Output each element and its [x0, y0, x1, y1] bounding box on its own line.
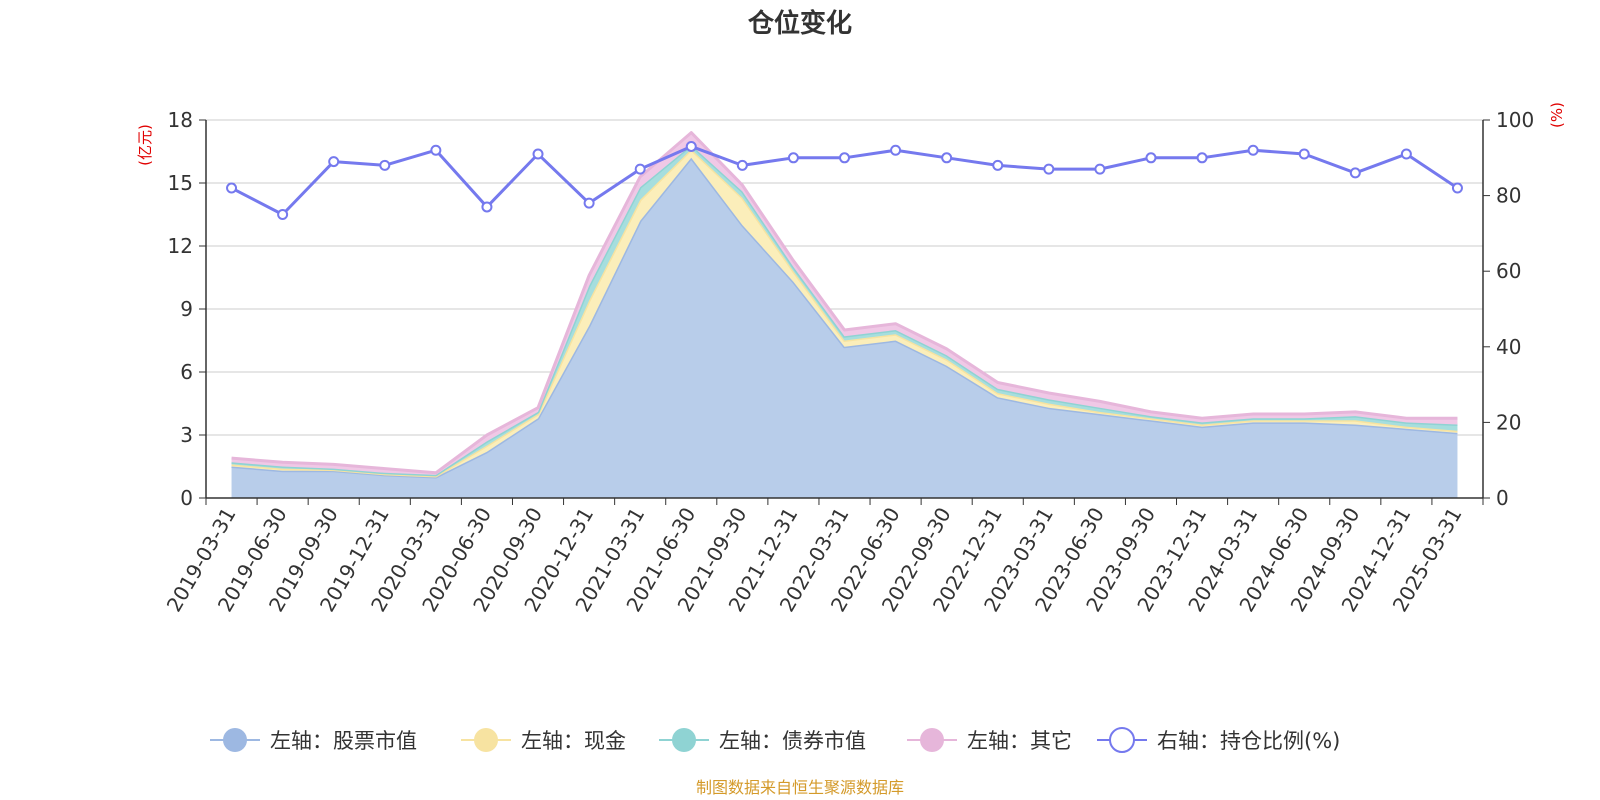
legend-label-1: 左轴：股票市值	[270, 729, 417, 753]
legend-label-3: 左轴：债券市值	[719, 729, 866, 753]
ratio-point	[226, 182, 238, 194]
ratio-point	[583, 197, 595, 209]
ratio-point	[685, 140, 697, 152]
ratio-point	[1247, 144, 1259, 156]
ratio-point	[328, 156, 340, 168]
legend-label-5: 右轴：持仓比例(%)	[1157, 729, 1340, 753]
left-tick-label: 0	[180, 486, 193, 510]
ratio-point	[634, 163, 646, 175]
ratio-point	[379, 159, 391, 171]
ratio-point	[1196, 152, 1208, 164]
ratio-point	[1400, 148, 1412, 160]
ratio-point	[1145, 152, 1157, 164]
left-axis-ticks: 0 3 6 9 12 15 18	[168, 108, 206, 510]
ratio-point	[839, 152, 850, 164]
source-note: 制图数据来自恒生聚源数据库	[696, 778, 904, 797]
left-tick-label: 18	[168, 108, 193, 132]
right-tick-label: 80	[1496, 184, 1521, 208]
ratio-point	[430, 144, 442, 156]
right-axis-ticks: 0 20 40 60 80 100	[1483, 108, 1534, 510]
right-axis-unit: (%)	[1548, 102, 1566, 128]
chart-title: 仓位变化	[747, 8, 852, 39]
left-tick-label: 6	[180, 360, 193, 384]
ratio-line	[226, 140, 1463, 220]
ratio-point	[1349, 167, 1361, 179]
legend-marker-5	[1109, 727, 1135, 753]
ratio-point	[532, 148, 544, 160]
ratio-point	[890, 144, 902, 156]
area-series-1	[231, 157, 1458, 499]
ratio-point	[1094, 163, 1106, 175]
legend-label-4: 左轴：其它	[967, 729, 1072, 753]
left-tick-label: 3	[180, 423, 193, 447]
ratio-point	[941, 152, 953, 164]
ratio-point	[736, 159, 748, 171]
right-tick-label: 20	[1496, 410, 1521, 434]
stacked-areas	[231, 131, 1458, 499]
left-axis-unit: (亿元)	[136, 124, 154, 166]
left-tick-label: 15	[168, 171, 193, 195]
legend: 左轴：股票市值 左轴：现金 左轴：债券市值 左轴：其它 右轴：持仓比例(%)	[210, 727, 1340, 753]
right-tick-label: 100	[1496, 108, 1534, 132]
legend-marker-2	[474, 728, 498, 752]
x-axis-ticks: 2019-03-312019-06-302019-09-302019-12-31…	[162, 498, 1484, 616]
left-tick-label: 12	[168, 234, 193, 258]
right-tick-label: 40	[1496, 335, 1521, 359]
right-tick-label: 60	[1496, 259, 1521, 283]
legend-marker-1	[223, 728, 247, 752]
area-line-series-4	[231, 131, 1458, 475]
right-tick-label: 0	[1496, 486, 1509, 510]
ratio-point	[1298, 148, 1310, 160]
left-tick-label: 9	[180, 297, 193, 321]
ratio-point	[1451, 182, 1463, 194]
legend-marker-3	[672, 728, 696, 752]
ratio-point	[1043, 163, 1055, 175]
legend-marker-4	[920, 728, 944, 752]
legend-label-2: 左轴：现金	[521, 729, 626, 753]
ratio-point	[787, 152, 799, 164]
ratio-point	[992, 159, 1004, 171]
ratio-point	[481, 201, 493, 213]
ratio-point	[277, 209, 289, 220]
